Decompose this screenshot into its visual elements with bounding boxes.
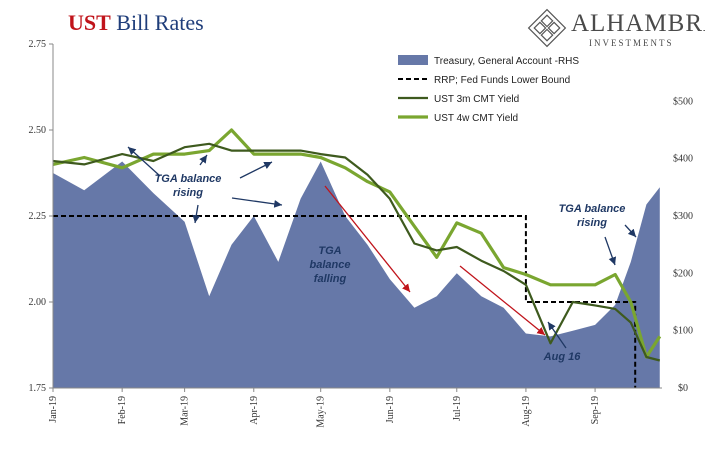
y-left-tick-label: 1.75 bbox=[29, 383, 47, 394]
annotation-arrow bbox=[127, 146, 161, 177]
legend-label: UST 3m CMT Yield bbox=[434, 94, 519, 105]
annotation-text: rising bbox=[173, 187, 203, 199]
annotation-arrow bbox=[604, 236, 617, 266]
chart-title-accent: UST bbox=[68, 10, 111, 35]
annotation-arrow bbox=[547, 321, 567, 349]
legend-label: UST 4w CMT Yield bbox=[434, 113, 518, 124]
ust-3m-line bbox=[52, 142, 661, 362]
y-right-tick-label: $100 bbox=[673, 326, 693, 337]
y-left-tick-label: 2.00 bbox=[29, 297, 47, 308]
y-right-tick-label: $400 bbox=[673, 154, 693, 165]
annotation-arrow bbox=[459, 265, 546, 336]
annotation-text: TGA bbox=[318, 245, 341, 257]
annotation-arrow bbox=[324, 185, 411, 293]
y-right-tick-label: $500 bbox=[673, 96, 693, 107]
axes: 1.75 2.00 2.25 2.50 2.75 $0 $100 $200 $300 $400 $5… bbox=[29, 39, 694, 428]
x-tick-label: Jun-19 bbox=[385, 396, 396, 423]
legend: Treasury, General Account -RHS RRP; Fed F… bbox=[398, 55, 579, 124]
annotation-arrow bbox=[199, 154, 208, 166]
rrp-step-line bbox=[53, 215, 637, 388]
diamond-lattice-icon bbox=[527, 8, 567, 48]
x-tick-label: Mar-19 bbox=[180, 396, 191, 426]
y-right-tick-label: $300 bbox=[673, 211, 693, 222]
x-tick-label: Aug-19 bbox=[521, 396, 532, 427]
annotation-text: balance bbox=[310, 259, 351, 271]
y-left-tick-label: 2.50 bbox=[29, 125, 47, 136]
annotation-arrow bbox=[192, 204, 201, 224]
annotation-arrow bbox=[624, 224, 637, 238]
plot-area bbox=[52, 128, 662, 388]
annotation-text: Aug 16 bbox=[543, 351, 582, 363]
alhambra-logo: ALHAMBRA INVESTMENTS bbox=[527, 8, 705, 52]
x-tick-label: Jul-19 bbox=[452, 396, 463, 421]
logo-brand: ALHAMBRA bbox=[571, 10, 705, 37]
x-tick-label: Feb-19 bbox=[117, 396, 128, 424]
annotation-text: TGA balance bbox=[155, 173, 222, 185]
x-tick-label: Sep-19 bbox=[590, 396, 601, 424]
x-tick-label: Apr-19 bbox=[249, 396, 260, 425]
ust-4w-line bbox=[52, 128, 662, 359]
x-tick-label: May-19 bbox=[316, 396, 327, 428]
y-left-tick-label: 2.25 bbox=[29, 211, 47, 222]
annotation-arrow bbox=[239, 161, 273, 179]
chart-title-rest: Bill Rates bbox=[116, 10, 204, 35]
logo-subtitle: INVESTMENTS bbox=[589, 38, 674, 48]
y-right-tick-label: $200 bbox=[673, 268, 693, 279]
y-left-tick-label: 2.75 bbox=[29, 39, 47, 50]
legend-label: Treasury, General Account -RHS bbox=[434, 56, 579, 67]
y-right-tick-label: $0 bbox=[678, 383, 688, 394]
annotation-text: falling bbox=[314, 273, 347, 285]
chart-title: UST Bill Rates bbox=[68, 10, 204, 36]
annotation-text: TGA balance bbox=[559, 203, 626, 215]
annotation-text: rising bbox=[577, 217, 607, 229]
annotations: TGA balance rising TGA balance falling TGA ba… bbox=[127, 146, 637, 363]
legend-swatch-tga bbox=[398, 55, 428, 65]
legend-label: RRP; Fed Funds Lower Bound bbox=[434, 75, 570, 86]
annotation-arrow bbox=[231, 197, 283, 208]
tga-area bbox=[53, 161, 660, 388]
x-tick-label: Jan-19 bbox=[48, 396, 59, 423]
